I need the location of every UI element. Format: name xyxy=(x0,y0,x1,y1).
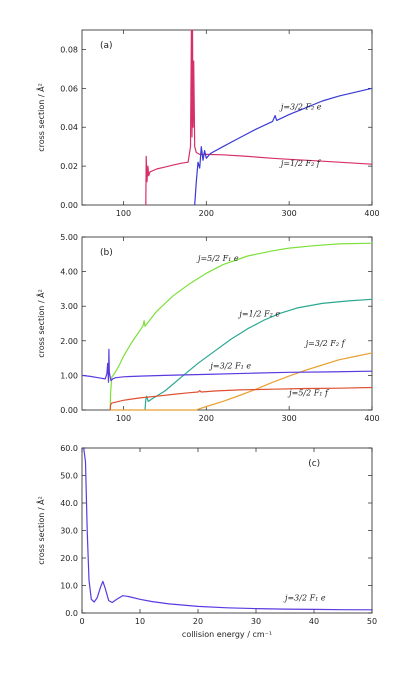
x-tick-label: 300 xyxy=(282,209,297,218)
y-tick-label: 0.04 xyxy=(60,123,78,132)
series-annotation: j=3/2 F₁ e xyxy=(208,361,251,370)
series-lines xyxy=(145,29,373,206)
series-line xyxy=(109,352,373,411)
x-tick-label: 50 xyxy=(367,617,377,626)
panel-a: 100 200 300 400 0.00 0.02 0.04 0.06 0.08 (a) cro… xyxy=(35,29,380,218)
series-annotation: j=1/2 F₂ e xyxy=(237,310,280,319)
y-tick-label: 50.0 xyxy=(60,472,78,481)
y-tick-label: 1.00 xyxy=(60,371,78,380)
x-tick-label: 400 xyxy=(364,414,379,423)
y-tick-label: 10.0 xyxy=(60,582,78,591)
axis-ticks: 0 10 20 30 40 50 0.0 10.0 20.0 30.0 40.0 50.0 60.0 xyxy=(60,444,377,626)
series-lines xyxy=(83,447,373,611)
series-annotation: j=3/2 F₁ e xyxy=(283,594,326,603)
series-line xyxy=(81,348,373,383)
series-line xyxy=(109,386,373,411)
series-annotations: j=5/2 F₁ e j=1/2 F₂ e j=3/2 F₂ f j=3/2 F₁ e… xyxy=(196,254,347,397)
series-annotation: j=3/2 F₂ e xyxy=(279,103,322,112)
panel-label: (c) xyxy=(308,459,320,469)
y-tick-label: 2.00 xyxy=(60,337,78,346)
y-tick-label: 0.00 xyxy=(60,406,78,415)
axis-ticks: 100 200 300 400 0.00 0.02 0.04 0.06 0.08 xyxy=(60,30,380,218)
x-tick-label: 100 xyxy=(116,414,131,423)
x-tick-label: 300 xyxy=(282,414,297,423)
plot-frame xyxy=(81,29,373,206)
panel-b: 100 200 300 400 0.00 1.00 2.00 3.00 4.00 5.00 (b)… xyxy=(35,233,380,423)
y-tick-label: 60.0 xyxy=(60,444,78,453)
series-annotation: j=5/2 F₁ f xyxy=(287,388,330,397)
series-line xyxy=(144,298,373,411)
y-tick-label: 40.0 xyxy=(60,499,78,508)
y-tick-label: 4.00 xyxy=(60,268,78,277)
y-tick-label: 0.02 xyxy=(60,162,78,171)
y-tick-label: 0.00 xyxy=(60,201,78,210)
series-annotation: j=5/2 F₁ e xyxy=(196,254,239,263)
panel-label: (b) xyxy=(100,248,113,258)
plot-frame xyxy=(81,447,373,614)
series-line xyxy=(145,29,373,206)
x-tick-label: 100 xyxy=(116,209,131,218)
y-axis-label: cross section / Å² xyxy=(35,289,46,358)
y-tick-label: 3.00 xyxy=(60,302,78,311)
plot-frame xyxy=(81,236,373,411)
axis-ticks: 100 200 300 400 0.00 1.00 2.00 3.00 4.00 5.00 xyxy=(60,233,379,423)
x-tick-label: 40 xyxy=(309,617,319,626)
x-tick-label: 30 xyxy=(251,617,261,626)
y-tick-label: 30.0 xyxy=(60,527,78,536)
series-annotation: j=3/2 F₂ f xyxy=(304,339,347,348)
series-annotations: j=3/2 F₂ e j=1/2 F₂ f xyxy=(279,103,322,168)
x-tick-label: 20 xyxy=(193,617,203,626)
y-tick-label: 0.08 xyxy=(60,45,78,54)
y-tick-label: 0.0 xyxy=(65,609,78,618)
x-tick-label: 0 xyxy=(79,617,84,626)
series-annotation: j=1/2 F₂ f xyxy=(279,159,322,168)
series-line xyxy=(194,87,373,206)
series-annotations: j=3/2 F₁ e xyxy=(283,594,326,603)
y-axis-label: cross section / Å² xyxy=(35,83,46,152)
y-tick-label: 20.0 xyxy=(60,554,78,563)
y-axis-label: cross section / Å² xyxy=(35,496,46,565)
series-line xyxy=(109,242,373,411)
x-tick-label: 200 xyxy=(199,414,214,423)
x-tick-label: 10 xyxy=(135,617,145,626)
x-tick-label: 400 xyxy=(364,209,379,218)
x-axis-label: collision energy / cm⁻¹ xyxy=(182,630,272,639)
y-tick-label: 0.06 xyxy=(60,84,78,93)
series-line xyxy=(83,447,373,611)
panel-c: 0 10 20 30 40 50 0.0 10.0 20.0 30.0 40.0 50.0 60.0 (… xyxy=(35,444,377,639)
x-tick-label: 200 xyxy=(199,209,214,218)
panel-label: (a) xyxy=(100,41,113,51)
y-tick-label: 5.00 xyxy=(60,233,78,242)
series-lines xyxy=(81,242,373,411)
